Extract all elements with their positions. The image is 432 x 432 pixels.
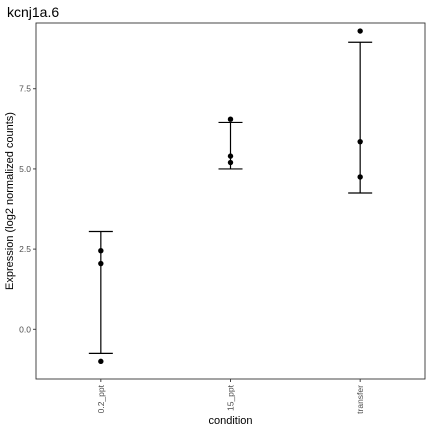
data-point: [98, 248, 104, 254]
data-point: [357, 174, 363, 180]
y-tick-label: 5.0: [19, 164, 31, 174]
data-point: [227, 116, 234, 122]
y-axis: 0.0 2.5 5.0 7.5: [19, 84, 36, 334]
data-points: [98, 28, 363, 365]
x-tick-label: 15_ppt: [226, 384, 236, 411]
chart-title: kcnj1a.6: [7, 4, 59, 20]
error-bar: [348, 41, 373, 194]
x-axis-title: condition: [208, 415, 252, 427]
data-point: [98, 358, 104, 365]
data-point: [227, 159, 234, 166]
y-tick-label: 0.0: [19, 324, 31, 334]
data-point: [98, 260, 104, 267]
plot-panel: [35, 22, 426, 380]
x-axis: 0.2_ppt 15_ppt transfer: [96, 379, 365, 414]
data-point: [227, 153, 234, 159]
y-tick-label: 2.5: [19, 244, 31, 254]
y-axis-title: Expression (log2 normalized counts): [4, 112, 16, 290]
data-point: [357, 28, 363, 34]
x-tick-label: transfer: [355, 385, 365, 414]
data-point: [357, 138, 363, 145]
y-tick-label: 7.5: [19, 84, 31, 94]
x-tick-label: 0.2_ppt: [96, 384, 106, 413]
